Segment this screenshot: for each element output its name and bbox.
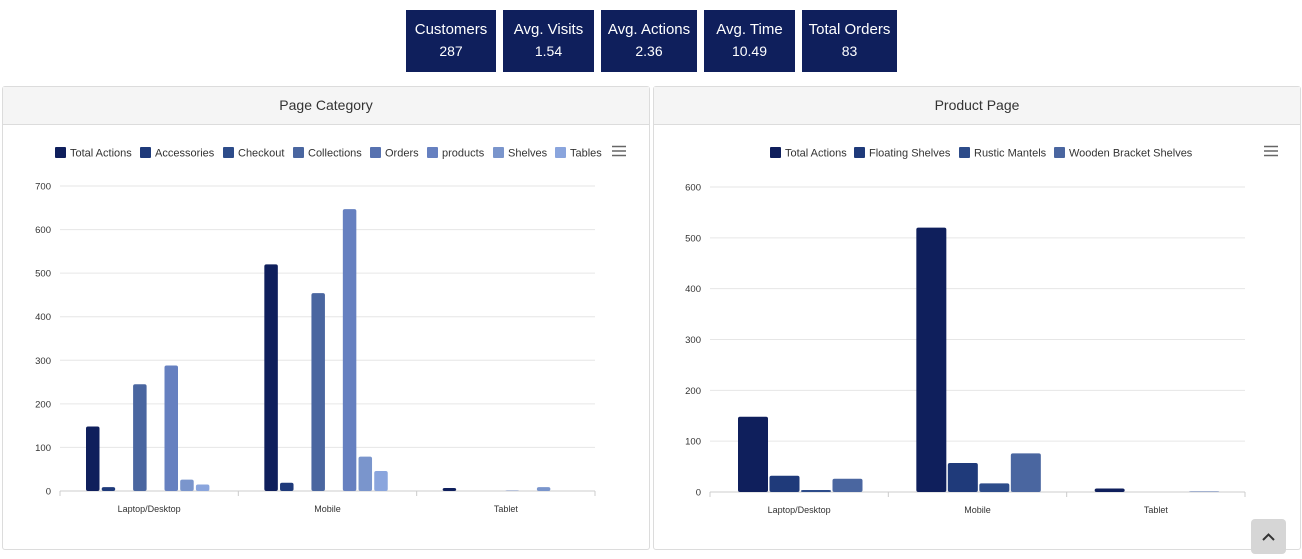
- legend-label[interactable]: Total Actions: [70, 148, 132, 160]
- bar[interactable]: [280, 483, 294, 491]
- bar[interactable]: [443, 488, 457, 491]
- legend-swatch[interactable]: [1054, 147, 1065, 158]
- bar[interactable]: [979, 483, 1009, 492]
- kpi-avg-visits: Avg. Visits 1.54: [503, 10, 594, 72]
- y-tick-label: 500: [35, 269, 51, 280]
- kpi-label: Avg. Time: [704, 21, 795, 39]
- x-tick-label: Tablet: [1144, 505, 1169, 515]
- legend-swatch[interactable]: [55, 147, 66, 158]
- kpi-value: 1.54: [503, 43, 594, 60]
- bar[interactable]: [196, 484, 210, 491]
- y-tick-label: 100: [35, 443, 51, 454]
- legend-swatch[interactable]: [140, 147, 151, 158]
- legend-label[interactable]: Floating Shelves: [869, 148, 951, 160]
- bar[interactable]: [1011, 453, 1041, 492]
- y-tick-label: 400: [685, 284, 701, 295]
- legend-label[interactable]: Tables: [570, 148, 602, 160]
- kpi-row: Customers 287 Avg. Visits 1.54 Avg. Acti…: [0, 10, 1302, 72]
- y-tick-label: 400: [35, 312, 51, 323]
- x-tick-label: Mobile: [314, 504, 341, 514]
- bar[interactable]: [86, 427, 100, 491]
- legend-label[interactable]: Wooden Bracket Shelves: [1069, 148, 1193, 160]
- bar[interactable]: [801, 490, 831, 492]
- kpi-avg-actions: Avg. Actions 2.36: [601, 10, 697, 72]
- chevron-up-icon: [1251, 519, 1286, 554]
- legend-label[interactable]: Shelves: [508, 148, 548, 160]
- page-category-chart: 0 100 200 300 400 500 600 700 Laptop/Desktop Mobi…: [3, 125, 649, 549]
- kpi-avg-time: Avg. Time 10.49: [704, 10, 795, 72]
- legend-swatch[interactable]: [555, 147, 566, 158]
- y-tick-label: 300: [35, 356, 51, 367]
- product-page-chart: 0 100 200 300 400 500 600 Laptop/Desktop Mobile T…: [654, 125, 1300, 549]
- kpi-label: Avg. Actions: [601, 21, 697, 39]
- legend-label[interactable]: Checkout: [238, 148, 284, 160]
- bar[interactable]: [374, 471, 388, 491]
- bar[interactable]: [264, 264, 278, 491]
- kpi-label: Avg. Visits: [503, 21, 594, 39]
- bar[interactable]: [180, 480, 194, 491]
- scroll-to-top-button[interactable]: [1251, 519, 1286, 554]
- bar[interactable]: [833, 479, 863, 492]
- hamburger-menu-icon[interactable]: [612, 147, 626, 156]
- x-tick-label: Tablet: [494, 504, 519, 514]
- legend-label[interactable]: Accessories: [155, 148, 215, 160]
- legend-swatch[interactable]: [493, 147, 504, 158]
- kpi-value: 287: [406, 43, 496, 60]
- y-tick-label: 700: [35, 182, 51, 193]
- product-page-panel: Product Page 0 100 200 300 400 500 600 Laptop/D…: [653, 86, 1301, 550]
- panel-title: Page Category: [3, 87, 649, 125]
- legend-swatch[interactable]: [854, 147, 865, 158]
- bar[interactable]: [133, 384, 147, 491]
- legend-swatch[interactable]: [223, 147, 234, 158]
- legend-label[interactable]: Rustic Mantels: [974, 148, 1047, 160]
- bar[interactable]: [1095, 488, 1125, 492]
- page-category-panel: Page Category 0 100 200 300 400 500 600 700 Lapt…: [2, 86, 650, 550]
- y-tick-label: 600: [35, 225, 51, 236]
- y-tick-label: 200: [685, 386, 701, 397]
- legend-label[interactable]: Collections: [308, 148, 362, 160]
- legend-label[interactable]: Total Actions: [785, 148, 847, 160]
- bar[interactable]: [537, 487, 551, 491]
- y-tick-label: 500: [685, 233, 701, 244]
- bar[interactable]: [311, 293, 325, 491]
- kpi-customers: Customers 287: [406, 10, 496, 72]
- panel-title: Product Page: [654, 87, 1300, 125]
- legend-swatch[interactable]: [770, 147, 781, 158]
- y-tick-label: 200: [35, 399, 51, 410]
- hamburger-menu-icon[interactable]: [1264, 147, 1278, 156]
- kpi-total-orders: Total Orders 83: [802, 10, 897, 72]
- y-tick-label: 600: [685, 183, 701, 194]
- bar[interactable]: [359, 457, 373, 491]
- bar[interactable]: [343, 209, 357, 491]
- bar[interactable]: [1189, 491, 1219, 492]
- kpi-value: 2.36: [601, 43, 697, 60]
- kpi-label: Total Orders: [802, 21, 897, 39]
- bar[interactable]: [948, 463, 978, 492]
- legend-label[interactable]: Orders: [385, 148, 419, 160]
- bar[interactable]: [738, 417, 768, 492]
- x-tick-label: Mobile: [964, 505, 991, 515]
- legend-swatch[interactable]: [427, 147, 438, 158]
- x-tick-label: Laptop/Desktop: [768, 505, 831, 515]
- y-tick-label: 300: [685, 335, 701, 346]
- bar[interactable]: [102, 487, 116, 491]
- legend-swatch[interactable]: [370, 147, 381, 158]
- legend-swatch[interactable]: [293, 147, 304, 158]
- kpi-value: 10.49: [704, 43, 795, 60]
- legend-swatch[interactable]: [959, 147, 970, 158]
- y-tick-label: 100: [685, 437, 701, 448]
- y-tick-label: 0: [696, 488, 701, 499]
- kpi-value: 83: [802, 43, 897, 60]
- legend-label[interactable]: products: [442, 148, 485, 160]
- bar[interactable]: [916, 228, 946, 492]
- y-tick-label: 0: [46, 487, 51, 498]
- bar[interactable]: [770, 476, 800, 492]
- x-tick-label: Laptop/Desktop: [118, 504, 181, 514]
- bar[interactable]: [165, 366, 179, 491]
- kpi-label: Customers: [406, 21, 496, 39]
